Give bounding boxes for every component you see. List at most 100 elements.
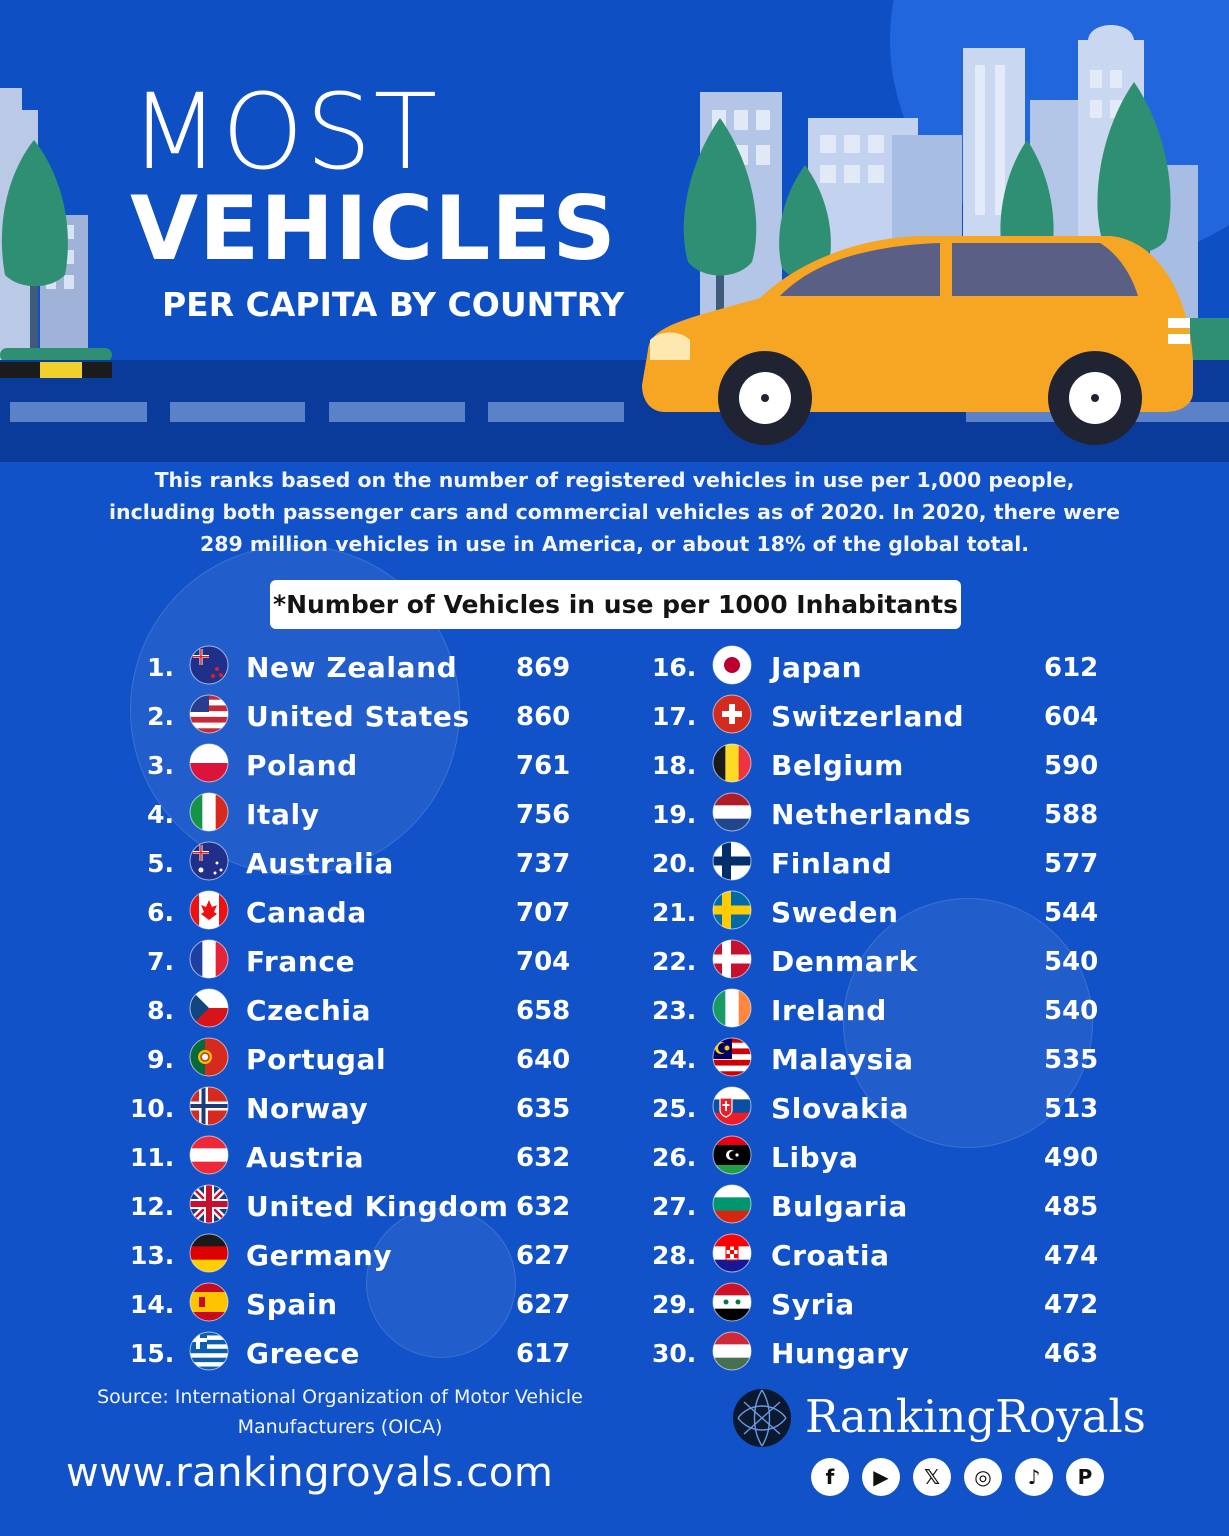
country-name: Austria: [246, 1141, 365, 1174]
country-name: Australia: [246, 847, 394, 880]
rank-number: 14.: [130, 1290, 175, 1319]
poland-flag: [189, 743, 229, 783]
youtube-icon[interactable]: ▶: [862, 1458, 900, 1496]
country-name: Syria: [771, 1288, 855, 1321]
vehicle-count: 869: [516, 653, 571, 683]
denmark-flag: [712, 939, 752, 979]
country-name: Spain: [246, 1288, 338, 1321]
country-name: France: [246, 945, 356, 978]
ranking-row: 6. Canada 707: [0, 888, 1229, 932]
vehicle-count: 632: [516, 1143, 571, 1173]
car-illustration: [642, 236, 1193, 445]
tiktok-icon[interactable]: ♪: [1015, 1458, 1053, 1496]
switzerland-flag: [712, 694, 752, 734]
rank-number: 1.: [147, 653, 174, 682]
germany-flag: [189, 1233, 229, 1273]
instagram-icon[interactable]: ◎: [964, 1458, 1002, 1496]
country-name: Slovakia: [771, 1092, 910, 1125]
website-link[interactable]: www.rankingroyals.com: [66, 1450, 554, 1496]
rank-number: 21.: [652, 898, 697, 927]
syria-flag: [712, 1282, 752, 1322]
vehicle-count: 635: [516, 1094, 571, 1124]
title-vehicles: VEHICLES: [130, 177, 617, 280]
pinterest-icon[interactable]: P: [1066, 1458, 1104, 1496]
rank-number: 29.: [652, 1290, 697, 1319]
country-name: Hungary: [771, 1337, 910, 1370]
facebook-icon[interactable]: f: [811, 1458, 849, 1496]
vehicle-count: 540: [1044, 996, 1099, 1026]
country-name: Norway: [246, 1092, 369, 1125]
rank-number: 28.: [652, 1241, 697, 1270]
ranking-row: 18. Belgium 590: [0, 741, 1229, 785]
source-text: Source: International Organization of Mo…: [97, 1386, 583, 1438]
vehicle-count: 463: [1044, 1339, 1099, 1369]
rank-number: 13.: [130, 1241, 175, 1270]
italy-flag: [189, 792, 229, 832]
country-name: Bulgaria: [771, 1190, 908, 1223]
ranking-row: 4. Italy 756: [0, 790, 1229, 834]
new-zealand-flag: [189, 645, 229, 685]
vehicle-count: 604: [1044, 702, 1099, 732]
austria-flag: [189, 1135, 229, 1175]
country-name: Denmark: [771, 945, 918, 978]
country-name: Switzerland: [771, 700, 965, 733]
ranking-row: 14. Spain 627: [0, 1280, 1229, 1324]
country-name: Czechia: [246, 994, 372, 1027]
ranking-row: 17. Switzerland 604: [0, 692, 1229, 736]
ranking-row: 3. Poland 761: [0, 741, 1229, 785]
country-name: Greece: [246, 1337, 360, 1370]
vehicle-count: 485: [1044, 1192, 1099, 1222]
ranking-row: 24. Malaysia 535: [0, 1035, 1229, 1079]
country-name: Canada: [246, 896, 367, 929]
vehicle-count: 707: [516, 898, 571, 928]
rank-number: 20.: [652, 849, 697, 878]
rank-number: 5.: [147, 849, 174, 878]
city-street-illustration: [0, 0, 1229, 462]
country-name: Malaysia: [771, 1043, 914, 1076]
ranking-row: 15. Greece 617: [0, 1329, 1229, 1373]
country-name: United Kingdom: [246, 1190, 509, 1223]
country-name: Netherlands: [771, 798, 972, 831]
rank-number: 24.: [652, 1045, 697, 1074]
hungary-flag: [712, 1331, 752, 1371]
ranking-row: 8. Czechia 658: [0, 986, 1229, 1030]
vehicle-count: 632: [516, 1192, 571, 1222]
ranking-row: 19. Netherlands 588: [0, 790, 1229, 834]
vehicle-count: 490: [1044, 1143, 1099, 1173]
ranking-row: 10. Norway 635: [0, 1084, 1229, 1128]
country-name: Poland: [246, 749, 358, 782]
ranking-row: 23. Ireland 540: [0, 986, 1229, 1030]
country-name: New Zealand: [246, 651, 458, 684]
rank-number: 17.: [652, 702, 697, 731]
rank-number: 2.: [147, 702, 174, 731]
czechia-flag: [189, 988, 229, 1028]
rank-number: 6.: [147, 898, 174, 927]
country-name: Italy: [246, 798, 320, 831]
title-most: MOST: [130, 71, 440, 193]
country-name: Sweden: [771, 896, 899, 929]
country-name: Croatia: [771, 1239, 890, 1272]
rank-number: 23.: [652, 996, 697, 1025]
ranking-row: 21. Sweden 544: [0, 888, 1229, 932]
ranking-row: 13. Germany 627: [0, 1231, 1229, 1275]
vehicle-count: 535: [1044, 1045, 1099, 1075]
ireland-flag: [712, 988, 752, 1028]
ranking-row: 11. Austria 632: [0, 1133, 1229, 1177]
rank-number: 7.: [147, 947, 174, 976]
rank-number: 16.: [652, 653, 697, 682]
vehicle-count: 860: [516, 702, 571, 732]
canada-flag: [189, 890, 229, 930]
malaysia-flag: [712, 1037, 752, 1077]
united-kingdom-flag: [189, 1184, 229, 1224]
decorative-bubble: [843, 898, 1093, 1148]
ranking-row: 20. Finland 577: [0, 839, 1229, 883]
spain-flag: [189, 1282, 229, 1322]
vehicle-count: 640: [516, 1045, 571, 1075]
x-icon[interactable]: 𝕏: [913, 1458, 951, 1496]
ranking-row: 2. United States 860: [0, 692, 1229, 736]
vehicle-count: 544: [1044, 898, 1099, 928]
rank-number: 11.: [130, 1143, 175, 1172]
libya-flag: [712, 1135, 752, 1175]
ranking-row: 9. Portugal 640: [0, 1035, 1229, 1079]
portugal-flag: [189, 1037, 229, 1077]
